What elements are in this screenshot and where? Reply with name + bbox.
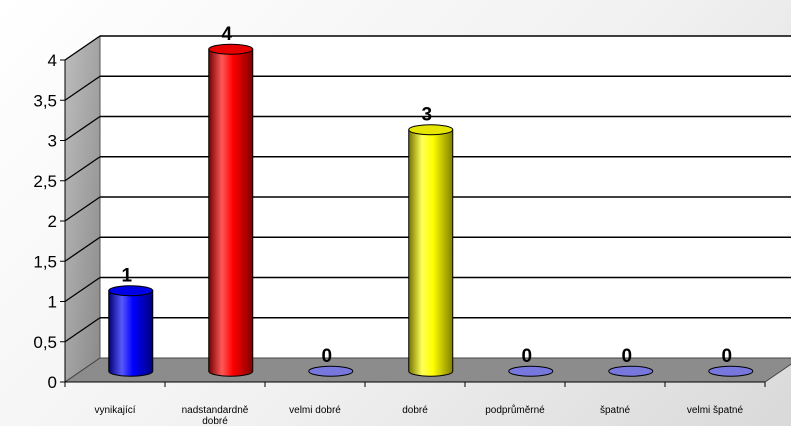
x-tick-label: podprůměrné xyxy=(485,404,545,416)
x-tick-label: velmi dobré xyxy=(289,405,341,416)
bar xyxy=(108,285,154,377)
data-label: 0 xyxy=(521,346,532,367)
x-tick-label: velmi špatné xyxy=(687,405,744,416)
bar-top xyxy=(108,285,154,297)
gridline-side xyxy=(64,75,101,101)
y-tick-label: 3 xyxy=(48,132,57,151)
gridline-side xyxy=(64,156,101,182)
x-tick-label-line: podprůměrné xyxy=(485,404,545,416)
bar-top xyxy=(408,124,454,136)
x-tick-label-line: vynikající xyxy=(94,405,135,416)
x-tick-label-line: velmi špatné xyxy=(687,405,744,416)
data-label: 0 xyxy=(721,346,732,367)
x-tick-label: dobré xyxy=(402,405,428,416)
data-label: 3 xyxy=(421,105,432,126)
bar xyxy=(508,365,554,377)
x-tick-label-line: dobré xyxy=(202,416,228,426)
bar-zero-disk xyxy=(608,365,654,377)
x-tick-label-line: velmi dobré xyxy=(289,405,341,416)
data-label: 0 xyxy=(621,346,632,367)
bar-zero-disk xyxy=(508,365,554,377)
bar-top xyxy=(208,43,254,55)
y-tick-label: 1 xyxy=(48,293,57,312)
bar-zero-disk xyxy=(708,365,754,377)
data-label: 0 xyxy=(321,346,332,367)
gridline-side xyxy=(64,276,101,303)
bar-zero-disk xyxy=(308,365,354,377)
x-tick-label-line: dobré xyxy=(402,405,428,416)
gridline-side xyxy=(64,35,101,61)
gridline-side xyxy=(64,236,101,262)
data-label: 1 xyxy=(121,266,132,287)
y-tick-label: 0,5 xyxy=(33,333,57,352)
y-tick-label: 4 xyxy=(48,51,57,70)
gridline-side xyxy=(64,196,101,222)
y-tick-label: 1,5 xyxy=(33,252,57,271)
bar-body xyxy=(108,290,154,377)
x-tick-label: vynikající xyxy=(94,405,135,416)
x-tick-label-line: špatné xyxy=(600,405,630,416)
bar-body xyxy=(208,48,254,377)
x-tick-label: nadstandardně dobré xyxy=(182,405,249,426)
gridline-side xyxy=(64,115,101,142)
y-tick-label: 3,5 xyxy=(33,91,57,110)
bar xyxy=(408,124,454,377)
y-tick-label: 0 xyxy=(48,373,57,392)
bar xyxy=(208,43,254,377)
gridline-side xyxy=(64,317,101,343)
bar xyxy=(308,365,354,377)
y-tick-label: 2 xyxy=(48,212,57,231)
y-tick-label: 2,5 xyxy=(33,172,57,191)
bar xyxy=(708,365,754,377)
data-label: 4 xyxy=(221,24,232,45)
bar-body xyxy=(408,129,454,377)
bar xyxy=(608,365,654,377)
x-tick-label-line: nadstandardně xyxy=(182,405,249,416)
x-tick-label: špatné xyxy=(600,405,630,416)
